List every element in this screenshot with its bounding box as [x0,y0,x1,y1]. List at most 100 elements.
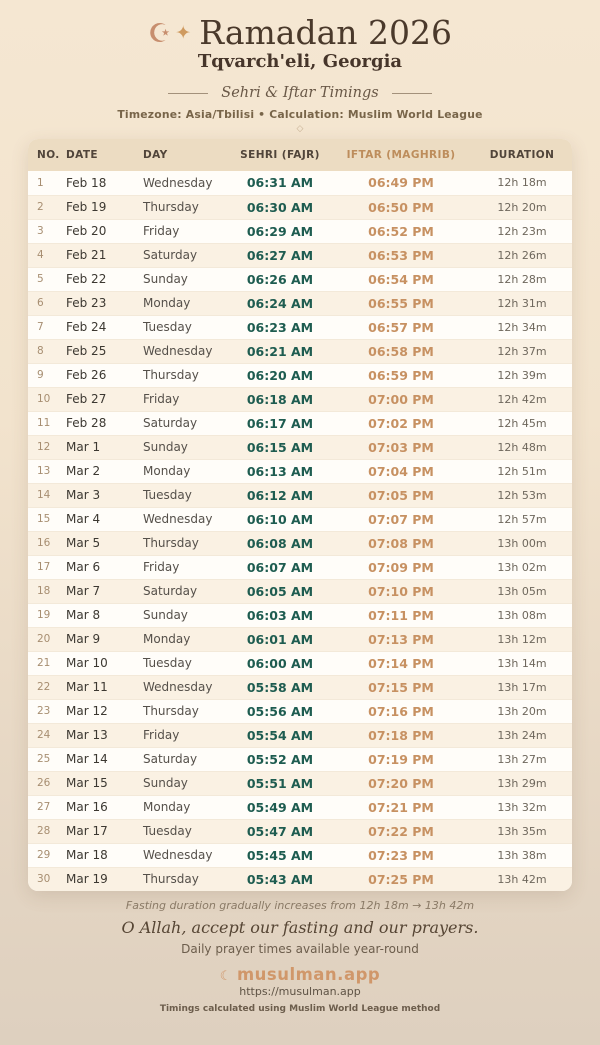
cell-iftar-time: 07:09 PM [368,559,434,575]
calculation-method-note: Timings calculated using Muslim World Le… [159,1004,441,1014]
table-row: 19 Mar 8 Sunday 06:03 AM 07:11 PM 13h 08m [28,603,572,627]
cell-duration: 13h 32m [497,800,547,814]
cell-duration: 12h 42m [497,392,547,406]
cell-no: 13 [37,465,51,477]
cell-sehri-time: 06:17 AM [246,415,314,431]
title-text: Ramadan 2026 [199,13,452,52]
cell-date: Feb 19 [66,200,107,214]
table-row: 21 Mar 10 Tuesday 06:00 AM 07:14 PM 13h 14m [28,651,572,675]
cell-sehri-time: 05:51 AM [246,775,314,791]
cell-iftar-time: 07:22 PM [368,823,434,839]
cell-day: Saturday [143,752,198,766]
cell-duration: 13h 08m [497,608,547,622]
table-row: 5 Feb 22 Sunday 06:26 AM 06:54 PM 12h 28m [28,267,572,291]
cell-sehri-time: 05:49 AM [246,799,314,815]
cell-duration: 12h 48m [497,440,547,454]
diamond-divider-icon: ◇ [296,124,304,134]
cell-duration: 12h 57m [497,512,547,526]
cell-no: 16 [37,537,51,549]
cell-iftar-time: 07:10 PM [368,583,434,599]
cell-day: Friday [143,560,180,574]
cell-day: Friday [143,728,180,742]
brand-moon-icon: ☾ [219,969,232,984]
cell-sehri-time: 05:43 AM [246,871,314,887]
cell-iftar-time: 07:18 PM [368,727,434,743]
cell-date: Mar 11 [66,680,108,694]
cell-date: Feb 27 [66,392,107,406]
cell-date: Mar 2 [66,464,101,478]
cell-iftar-time: 07:13 PM [368,631,434,647]
cell-no: 12 [37,441,51,453]
cell-date: Mar 8 [66,608,101,622]
cell-no: 30 [37,873,51,886]
cell-iftar-time: 07:02 PM [368,415,434,431]
cell-iftar-time: 06:52 PM [368,223,434,239]
cell-no: 20 [37,633,51,645]
brand-url[interactable]: https://musulman.app [239,985,361,998]
cell-iftar-time: 07:04 PM [368,463,434,479]
cell-no: 4 [37,249,44,261]
cell-sehri-time: 06:30 AM [246,199,314,215]
table-row: 8 Feb 25 Wednesday 06:21 AM 06:58 PM 12h 37m [28,339,572,363]
cell-duration: 13h 05m [497,584,547,598]
cell-no: 21 [37,657,51,669]
cell-sehri-time: 05:54 AM [246,727,314,743]
cell-duration: 13h 00m [497,536,547,550]
cell-sehri-time: 05:58 AM [246,679,314,695]
brand-link[interactable]: ☾ musulman.app [220,965,380,984]
cell-sehri-time: 06:03 AM [246,607,314,623]
cell-date: Mar 10 [66,656,108,670]
cell-date: Feb 25 [66,344,107,358]
cell-day: Tuesday [143,488,192,502]
cell-duration: 13h 02m [497,560,547,574]
table-row: 28 Mar 17 Tuesday 05:47 AM 07:22 PM 13h 35m [28,819,572,843]
cell-no: 17 [37,561,51,573]
table-row: 23 Mar 12 Thursday 05:56 AM 07:16 PM 13h 20m [28,699,572,723]
cell-date: Feb 23 [66,296,107,310]
cell-no: 8 [37,345,44,357]
cell-iftar-time: 06:57 PM [368,319,434,335]
header: ☪ ✦ Ramadan 2026 Tqvarch'eli, Georgia Sehr… [0,0,600,134]
table-row: 1 Feb 18 Wednesday 06:31 AM 06:49 PM 12h 18m [28,171,572,195]
column-header-duration: DURATION [489,149,555,161]
cell-duration: 13h 38m [497,848,547,862]
column-header-no: NO. [37,149,60,161]
cell-day: Sunday [143,440,188,454]
cell-iftar-time: 06:53 PM [368,247,434,263]
timezone-calculation-meta: Timezone: Asia/Tbilisi • Calculation: Mu… [117,108,483,121]
cell-sehri-time: 05:45 AM [246,847,314,863]
cell-no: 18 [37,585,51,597]
cell-duration: 12h 18m [497,176,547,190]
location-subtitle: Tqvarch'eli, Georgia [197,51,403,72]
cell-date: Mar 13 [66,728,108,742]
table-row: 2 Feb 19 Thursday 06:30 AM 06:50 PM 12h 20m [28,195,572,219]
cell-day: Monday [143,800,191,814]
cell-date: Feb 21 [66,248,107,262]
cell-iftar-time: 06:49 PM [368,175,434,191]
cell-no: 7 [37,321,44,333]
table-row: 20 Mar 9 Monday 06:01 AM 07:13 PM 13h 12m [28,627,572,651]
cell-sehri-time: 06:08 AM [246,535,314,551]
cell-no: 15 [37,513,51,525]
cell-iftar-time: 07:14 PM [368,655,434,671]
cell-day: Friday [143,392,180,406]
cell-duration: 12h 23m [497,224,547,238]
cell-no: 10 [37,393,51,405]
sparkle-icon: ✦ [175,22,192,44]
cell-no: 19 [37,609,51,621]
footer: Fasting duration gradually increases fro… [0,899,600,1014]
cell-date: Feb 24 [66,320,107,334]
cell-iftar-time: 07:07 PM [368,511,434,527]
cell-sehri-time: 06:12 AM [246,487,314,503]
cell-no: 23 [37,705,51,717]
cell-no: 28 [37,825,51,837]
table-row: 13 Mar 2 Monday 06:13 AM 07:04 PM 12h 51m [28,459,572,483]
cell-iftar-time: 07:20 PM [368,775,434,791]
cell-duration: 12h 20m [497,200,547,214]
cell-duration: 13h 29m [497,776,547,790]
cell-duration: 12h 34m [497,320,547,334]
cell-day: Wednesday [143,175,213,190]
cell-iftar-time: 07:19 PM [368,751,434,767]
cell-day: Thursday [143,872,199,887]
table-row: 10 Feb 27 Friday 06:18 AM 07:00 PM 12h 42m [28,387,572,411]
